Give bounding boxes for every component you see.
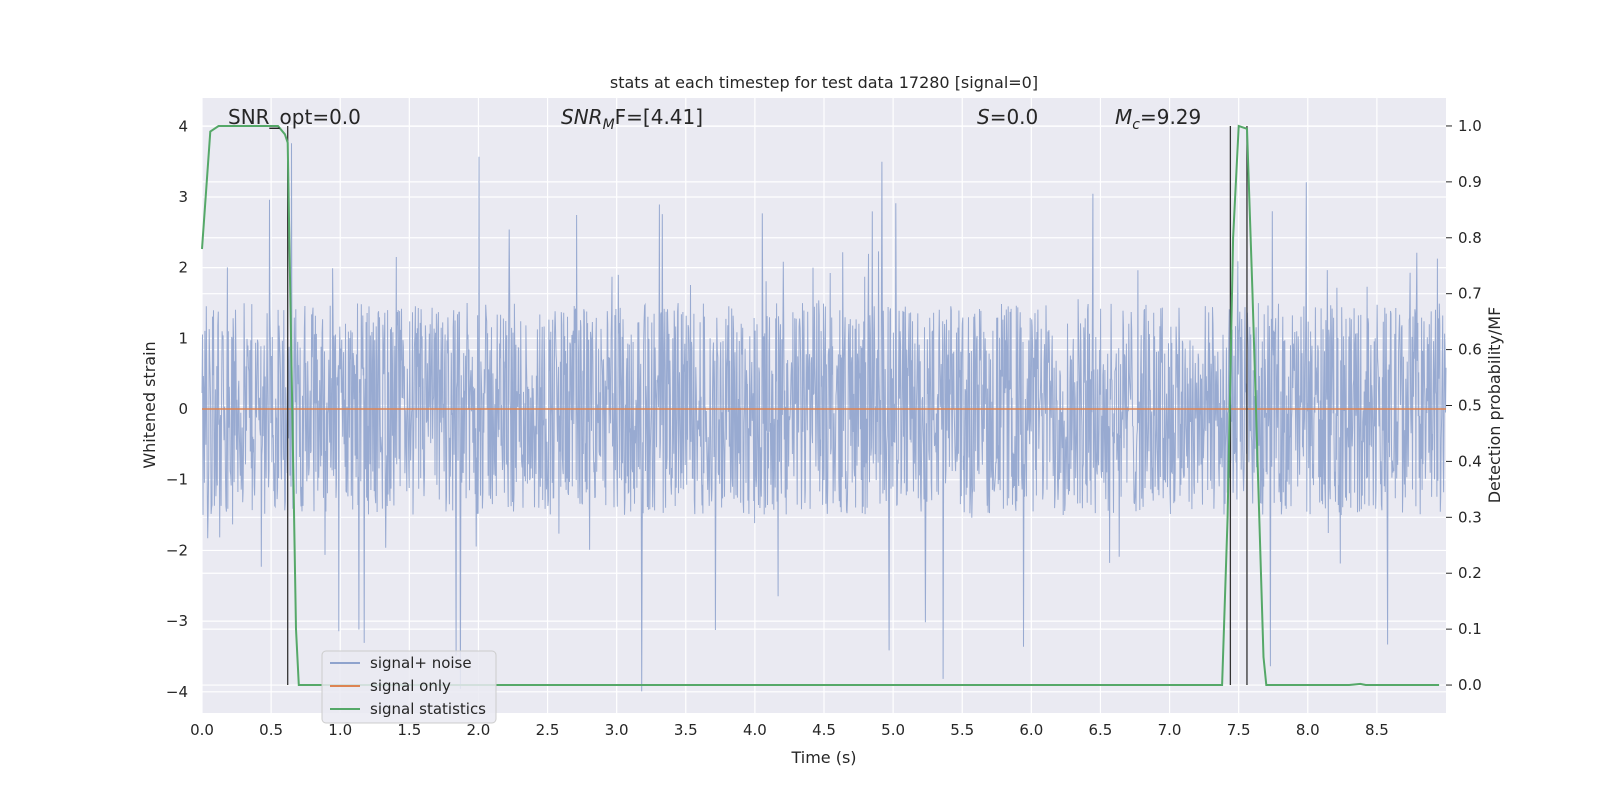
y-right-tick-label-10: 0.0 (1458, 676, 1482, 694)
legend: signal+ noise signal only signal statist… (321, 650, 497, 724)
annotation-mc-sub: c (1132, 117, 1140, 133)
x-tick-label-10: 5.0 (881, 721, 905, 739)
x-axis-label: Time (s) (790, 748, 856, 767)
legend-label-signal-only: signal only (370, 677, 451, 695)
y-right-tick-label-9: 0.1 (1458, 620, 1482, 638)
x-tick-label-5: 2.5 (536, 721, 560, 739)
x-tick-label-13: 6.5 (1089, 721, 1113, 739)
y-right-tick-label-7: 0.3 (1458, 508, 1482, 526)
x-tick-label-14: 7.0 (1158, 721, 1182, 739)
x-tick-label-8: 4.0 (743, 721, 767, 739)
y-right-tick-label-3: 0.7 (1458, 285, 1482, 303)
annotation-snr-mf-rest: F=[4.41] (615, 105, 703, 129)
annotation-mc: Mc=9.29 (1115, 105, 1201, 133)
y-right-tick-label-2: 0.8 (1458, 229, 1482, 247)
x-tick-label-1: 0.5 (259, 721, 283, 739)
y-left-tick-label-5: −1 (166, 471, 188, 489)
annotation-s: S=0.0 (977, 105, 1038, 129)
legend-box (321, 650, 497, 724)
y-left-tick-label-3: 1 (178, 329, 188, 347)
x-tick-label-11: 5.5 (950, 721, 974, 739)
legend-label-signal-statistics: signal statistics (370, 700, 486, 718)
chart-title: stats at each timestep for test data 172… (610, 73, 1038, 92)
x-tick-label-7: 3.5 (674, 721, 698, 739)
y-right-tick-label-0: 1.0 (1458, 117, 1482, 135)
y-right-tick-label-8: 0.2 (1458, 564, 1482, 582)
legend-label-signal-noise: signal+ noise (370, 654, 472, 672)
y-axis-label-left: Whitened strain (140, 341, 159, 468)
y-left-tick-label-6: −2 (166, 541, 188, 559)
y-axis-label-right: Detection probability/MF (1485, 307, 1504, 504)
x-tick-label-16: 8.0 (1296, 721, 1320, 739)
series-signal-statistics (201, 124, 1440, 686)
signal-statistics-line (201, 124, 1440, 686)
annotation-snr-opt: SNR_opt=0.0 (228, 105, 361, 129)
y-left-tick-label-0: 4 (178, 117, 188, 135)
annotation-mc-main: M (1115, 105, 1132, 129)
annotation-s-rest: =0.0 (990, 105, 1039, 129)
y-left-tick-label-7: −3 (166, 612, 188, 630)
x-tick-label-15: 7.5 (1227, 721, 1251, 739)
x-tick-label-3: 1.5 (397, 721, 421, 739)
noise-line (201, 143, 1447, 692)
y-right-tick-label-6: 0.4 (1458, 452, 1482, 470)
annotation-mc-rest: =9.29 (1140, 105, 1201, 129)
annotation-snr-mf-main: SNR (561, 105, 603, 129)
x-tick-label-9: 4.5 (812, 721, 836, 739)
series-signal-noise (201, 143, 1447, 692)
annotation-snr-mf-sub: M (603, 117, 615, 133)
x-tick-label-17: 8.5 (1365, 721, 1389, 739)
y-left-tick-label-2: 2 (178, 259, 188, 277)
y-right-tick-label-5: 0.5 (1458, 397, 1482, 415)
x-tick-label-0: 0.0 (190, 721, 214, 739)
x-tick-label-4: 2.0 (467, 721, 491, 739)
y-left-tick-label-4: 0 (178, 400, 188, 418)
y-left-tick-label-1: 3 (178, 188, 188, 206)
x-tick-label-2: 1.0 (328, 721, 352, 739)
annotation-s-main: S (977, 105, 990, 129)
x-tick-label-12: 6.0 (1019, 721, 1043, 739)
y-right-tick-label-1: 0.9 (1458, 173, 1482, 191)
annotation-snr-mf: SNRMF=[4.41] (561, 105, 703, 133)
axis-ticks: 0.0 0.5 1.0 1.5 2.0 2.5 3.0 3.5 4.0 4.5 5.0 5.5 6.0 6… (166, 117, 1482, 739)
y-right-tick-label-4: 0.6 (1458, 341, 1482, 359)
x-tick-label-6: 3.0 (605, 721, 629, 739)
y-left-tick-label-8: −4 (166, 683, 188, 701)
